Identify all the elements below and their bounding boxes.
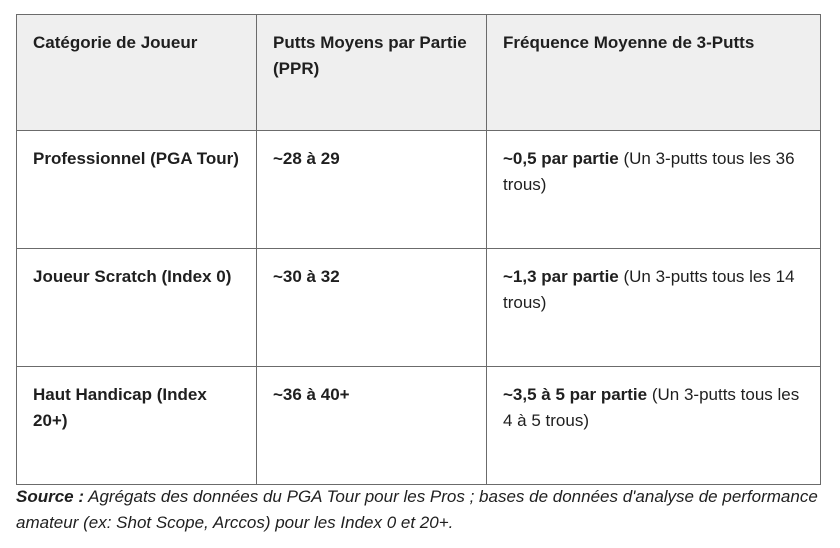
cell-strong: ~36 à 40+: [273, 385, 350, 404]
cell-text: (Un 3-putts tous les 36 trous): [503, 149, 795, 194]
cell-strong: Joueur Scratch (Index 0): [33, 267, 232, 286]
header-cell: Catégorie de Joueur: [16, 14, 257, 131]
data-table: Catégorie de Joueur Putts Moyens par Part…: [16, 14, 821, 485]
table-cell: ~0,5 par partie (Un 3-putts tous les 36 …: [486, 130, 821, 249]
table-cell: Joueur Scratch (Index 0): [16, 248, 257, 367]
cell-strong: ~1,3 par partie: [503, 267, 619, 286]
cell-strong: Professionnel (PGA Tour): [33, 149, 239, 168]
table-cell: ~3,5 à 5 par partie (Un 3-putts tous les…: [486, 366, 821, 485]
source-text: Agrégats des données du PGA Tour pour le…: [16, 487, 818, 532]
table-row: Joueur Scratch (Index 0) ~30 à 32 ~1,3 par…: [16, 248, 821, 367]
table-row: Haut Handicap (Index 20+) ~36 à 40+ ~3,5 à…: [16, 366, 821, 485]
cell-strong: ~3,5 à 5 par partie: [503, 385, 648, 404]
cell-strong: ~30 à 32: [273, 267, 340, 286]
source-label: Source :: [16, 487, 85, 506]
cell-text: (Un 3-putts tous les 4 à 5 trous): [503, 385, 800, 430]
table-cell: Haut Handicap (Index 20+): [16, 366, 257, 485]
cell-strong: ~0,5 par partie: [503, 149, 619, 168]
table-body: Professionnel (PGA Tour) ~28 à 29 ~0,5 par…: [16, 130, 821, 485]
cell-strong: Haut Handicap (Index 20+): [33, 385, 207, 430]
table-cell: Professionnel (PGA Tour): [16, 130, 257, 249]
header-cell: Fréquence Moyenne de 3-Putts: [486, 14, 821, 131]
cell-text: (Un 3-putts tous les 14 trous): [503, 267, 795, 312]
table-cell: ~30 à 32: [256, 248, 487, 367]
table-cell: ~36 à 40+: [256, 366, 487, 485]
source-note: Source : Agrégats des données du PGA Tou…: [16, 484, 826, 536]
header-cell: Putts Moyens par Partie (PPR): [256, 14, 487, 131]
table-row: Professionnel (PGA Tour) ~28 à 29 ~0,5 par…: [16, 130, 821, 249]
cell-strong: ~28 à 29: [273, 149, 340, 168]
table-cell: ~1,3 par partie (Un 3-putts tous les 14 …: [486, 248, 821, 367]
header-row: Catégorie de Joueur Putts Moyens par Part…: [16, 14, 821, 131]
table-cell: ~28 à 29: [256, 130, 487, 249]
